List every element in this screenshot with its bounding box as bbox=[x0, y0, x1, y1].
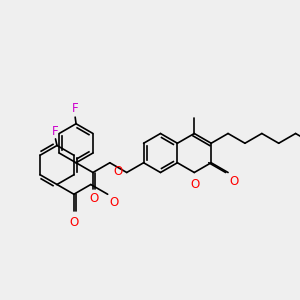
Text: O: O bbox=[89, 192, 98, 205]
Text: F: F bbox=[52, 125, 59, 138]
Text: F: F bbox=[72, 102, 79, 115]
Text: O: O bbox=[69, 216, 79, 229]
Text: O: O bbox=[109, 196, 119, 209]
Text: O: O bbox=[190, 178, 200, 191]
Text: O: O bbox=[113, 165, 122, 178]
Text: O: O bbox=[230, 175, 239, 188]
